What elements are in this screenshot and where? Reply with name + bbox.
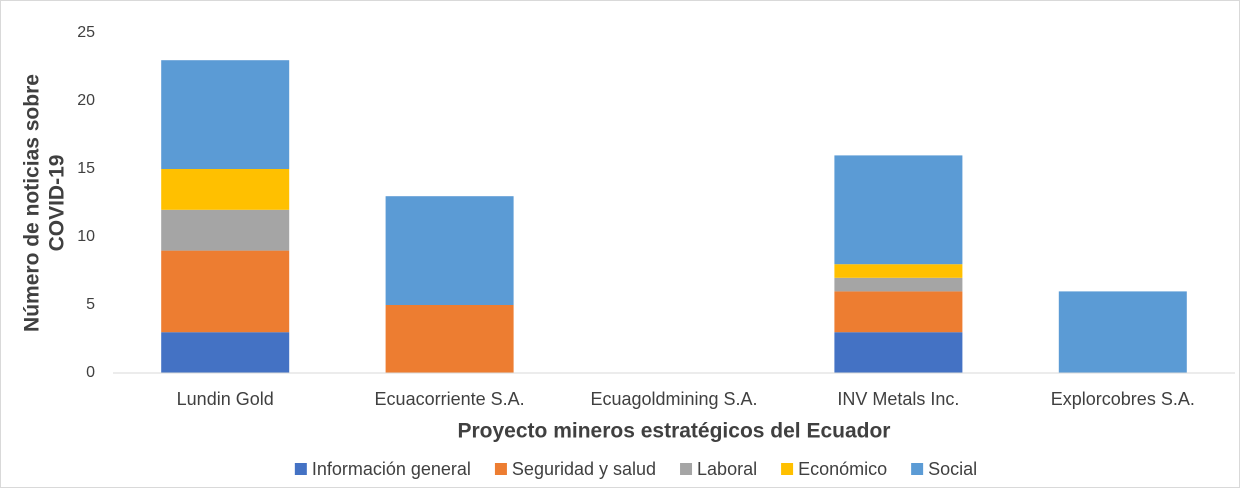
- x-axis-title: Proyecto mineros estratégicos del Ecuado…: [458, 420, 891, 443]
- legend-swatch: [781, 463, 794, 475]
- legend-label: Información general: [312, 459, 471, 479]
- legend-label: Seguridad y salud: [512, 459, 656, 479]
- legend-swatch: [294, 463, 307, 475]
- bar-segment: [161, 209, 290, 251]
- x-tick-label: INV Metals Inc.: [837, 389, 959, 409]
- bar-segment: [834, 332, 963, 373]
- bar-segment: [385, 196, 514, 305]
- y-tick-label: 5: [86, 296, 95, 313]
- x-tick-label: Ecuacorriente S.A.: [375, 389, 525, 409]
- bar-segment: [161, 250, 290, 333]
- bar-segment: [834, 291, 963, 333]
- y-tick-label: 10: [77, 228, 95, 245]
- x-tick-label: Ecuagoldmining S.A.: [590, 389, 757, 409]
- legend: Información general Seguridad y salud Labo…: [294, 459, 977, 479]
- x-tick-label: Lundin Gold: [177, 389, 274, 409]
- y-tick-label: 15: [77, 160, 95, 177]
- bar-segment: [161, 332, 290, 373]
- bar-segment: [834, 264, 963, 278]
- legend-label: Económico: [798, 459, 887, 479]
- bar-segment: [834, 277, 963, 292]
- legend-swatch: [494, 463, 507, 475]
- bar-segment: [161, 60, 290, 170]
- y-axis-title-line: Número de noticias sobre: [21, 74, 44, 332]
- y-axis-title-line: COVID-19: [46, 155, 69, 252]
- legend-swatch: [911, 463, 924, 475]
- y-axis-title: Número de noticias sobre COVID-19: [21, 74, 69, 332]
- bar-segment: [385, 305, 514, 373]
- bar-segment: [834, 155, 963, 265]
- legend-swatch: [680, 463, 693, 475]
- y-tick-label: 0: [86, 364, 95, 381]
- y-tick-label: 25: [77, 24, 95, 41]
- legend-label: Social: [928, 459, 977, 479]
- bar-segment: [1058, 291, 1187, 373]
- y-tick-label: 20: [77, 92, 95, 109]
- bar-segment: [161, 169, 290, 210]
- x-tick-label: Explorcobres S.A.: [1051, 389, 1195, 409]
- legend-label: Laboral: [697, 459, 757, 479]
